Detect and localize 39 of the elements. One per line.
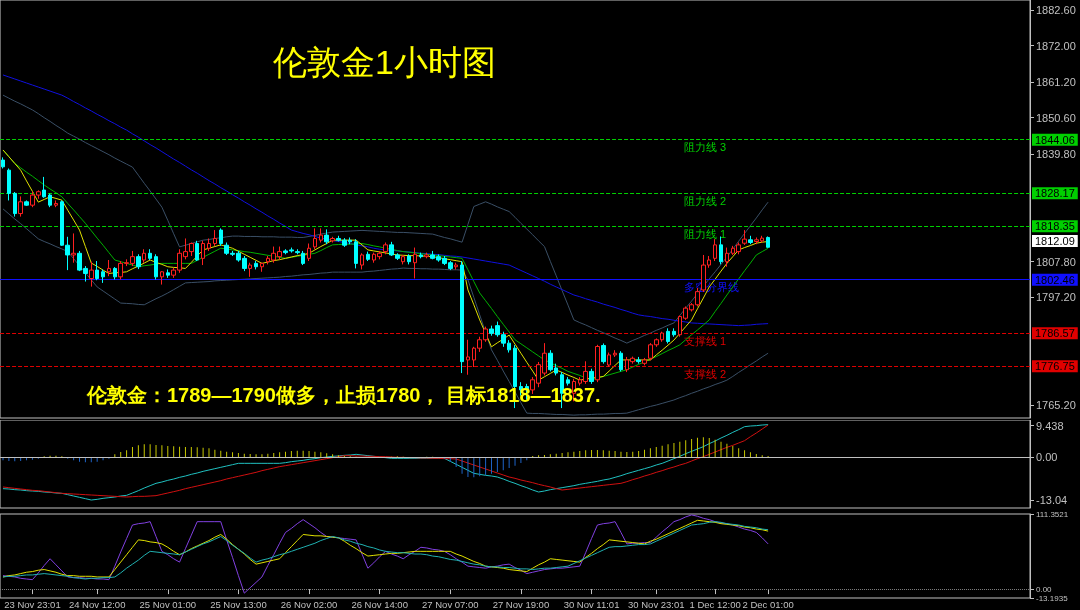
- ref-line-label: 阻力线 3: [684, 141, 727, 154]
- y-tick-label: -13.1935: [1036, 593, 1069, 603]
- text: 1818.35: [1035, 220, 1075, 233]
- y-tick-label: 1882.60: [1036, 3, 1076, 16]
- y-tick-label: 1807.80: [1036, 255, 1076, 268]
- y-tick-label: 1861.20: [1036, 76, 1076, 88]
- x-tick-label: 27 Nov 07:00: [422, 598, 479, 610]
- y-tick-label: 111.3521: [1036, 509, 1069, 519]
- y-tick-label: 1872.00: [1036, 39, 1076, 52]
- text: 1786.57: [1035, 327, 1075, 340]
- ref-line-label: 支撑线 1: [684, 334, 727, 347]
- ref-line-label: 支撑线 2: [684, 367, 727, 380]
- y-tick-label: 1797.20: [1036, 291, 1076, 304]
- x-tick-label: 25 Nov 13:00: [210, 598, 267, 610]
- x-tick-label: 24 Nov 12:00: [68, 598, 126, 610]
- x-tick-label: 26 Nov 14:00: [351, 598, 408, 610]
- text: 1812.09: [1035, 235, 1075, 247]
- x-tick-label: 23 Nov 23:01: [4, 598, 61, 610]
- x-tick-label: 30 Nov 11:01: [563, 598, 620, 610]
- x-tick-label: 25 Nov 01:00: [139, 598, 197, 610]
- x-tick-label: 26 Nov 02:00: [280, 598, 338, 610]
- text: 1844.06: [1035, 133, 1075, 146]
- y-tick-label: 0.00: [1036, 584, 1053, 594]
- y-tick-label: 1850.60: [1036, 111, 1076, 124]
- x-tick-label: 30 Nov 23:01: [628, 598, 685, 610]
- x-tick-label: 27 Nov 19:00: [492, 598, 550, 610]
- text: 伦敦金1小时图: [273, 43, 496, 81]
- text: 1828.17: [1035, 187, 1075, 200]
- text: 1776.75: [1035, 360, 1075, 373]
- ref-line-label: 阻力线 2: [684, 194, 727, 207]
- y-tick-label: 9.438: [1036, 419, 1064, 432]
- y-tick-label: 1839.80: [1036, 148, 1076, 161]
- x-tick-label: 1 Dec 12:00: [689, 598, 741, 610]
- ref-line-label: 阻力线 1: [684, 227, 727, 240]
- y-tick-label: 1765.20: [1036, 399, 1076, 412]
- y-tick-label: -13.04: [1036, 494, 1068, 507]
- text: 1802.46: [1035, 273, 1075, 286]
- y-tick-label: 0.00: [1036, 451, 1058, 463]
- x-tick-label: 2 Dec 01:00: [742, 598, 794, 610]
